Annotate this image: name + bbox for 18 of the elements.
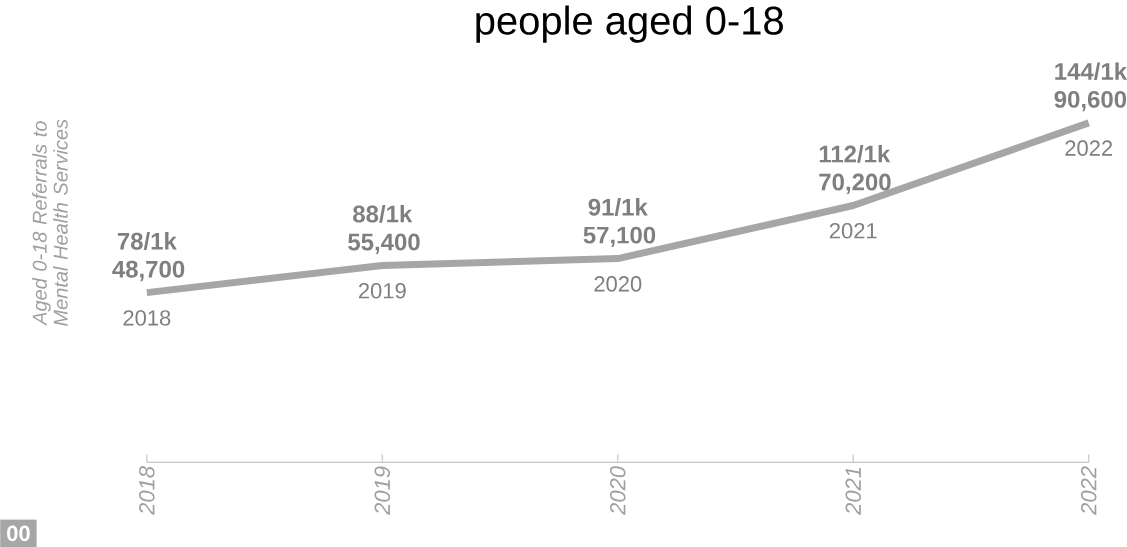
x-tick-label: 2018 [139, 465, 155, 515]
x-tick-label: 2020 [609, 465, 626, 515]
annotation: 2018 [123, 309, 171, 326]
data-label: 88/1k 55,400 [348, 204, 420, 254]
annotation: 2019 [358, 282, 406, 299]
x-tick-label: 2021 [845, 467, 862, 515]
data-label: 91/1k 57,100 [583, 197, 656, 247]
data-label: 78/1k 48,700 [112, 231, 185, 281]
x-tick-label: 2022 [1080, 466, 1097, 515]
annotation: 2021 [829, 222, 877, 239]
x-tick-label: 2019 [374, 466, 391, 515]
text: 00 [7, 525, 30, 541]
chart-title: people aged 0-18 [476, 5, 783, 43]
annotation: 2022 [1065, 140, 1113, 156]
annotation: 2020 [594, 275, 642, 292]
data-label: 112/1k 70,200 [819, 144, 891, 194]
data-label: 144/1k 90,600 [1054, 62, 1127, 112]
y-axis-title: Aged 0-18 Referrals to Mental Health Services [32, 119, 68, 326]
